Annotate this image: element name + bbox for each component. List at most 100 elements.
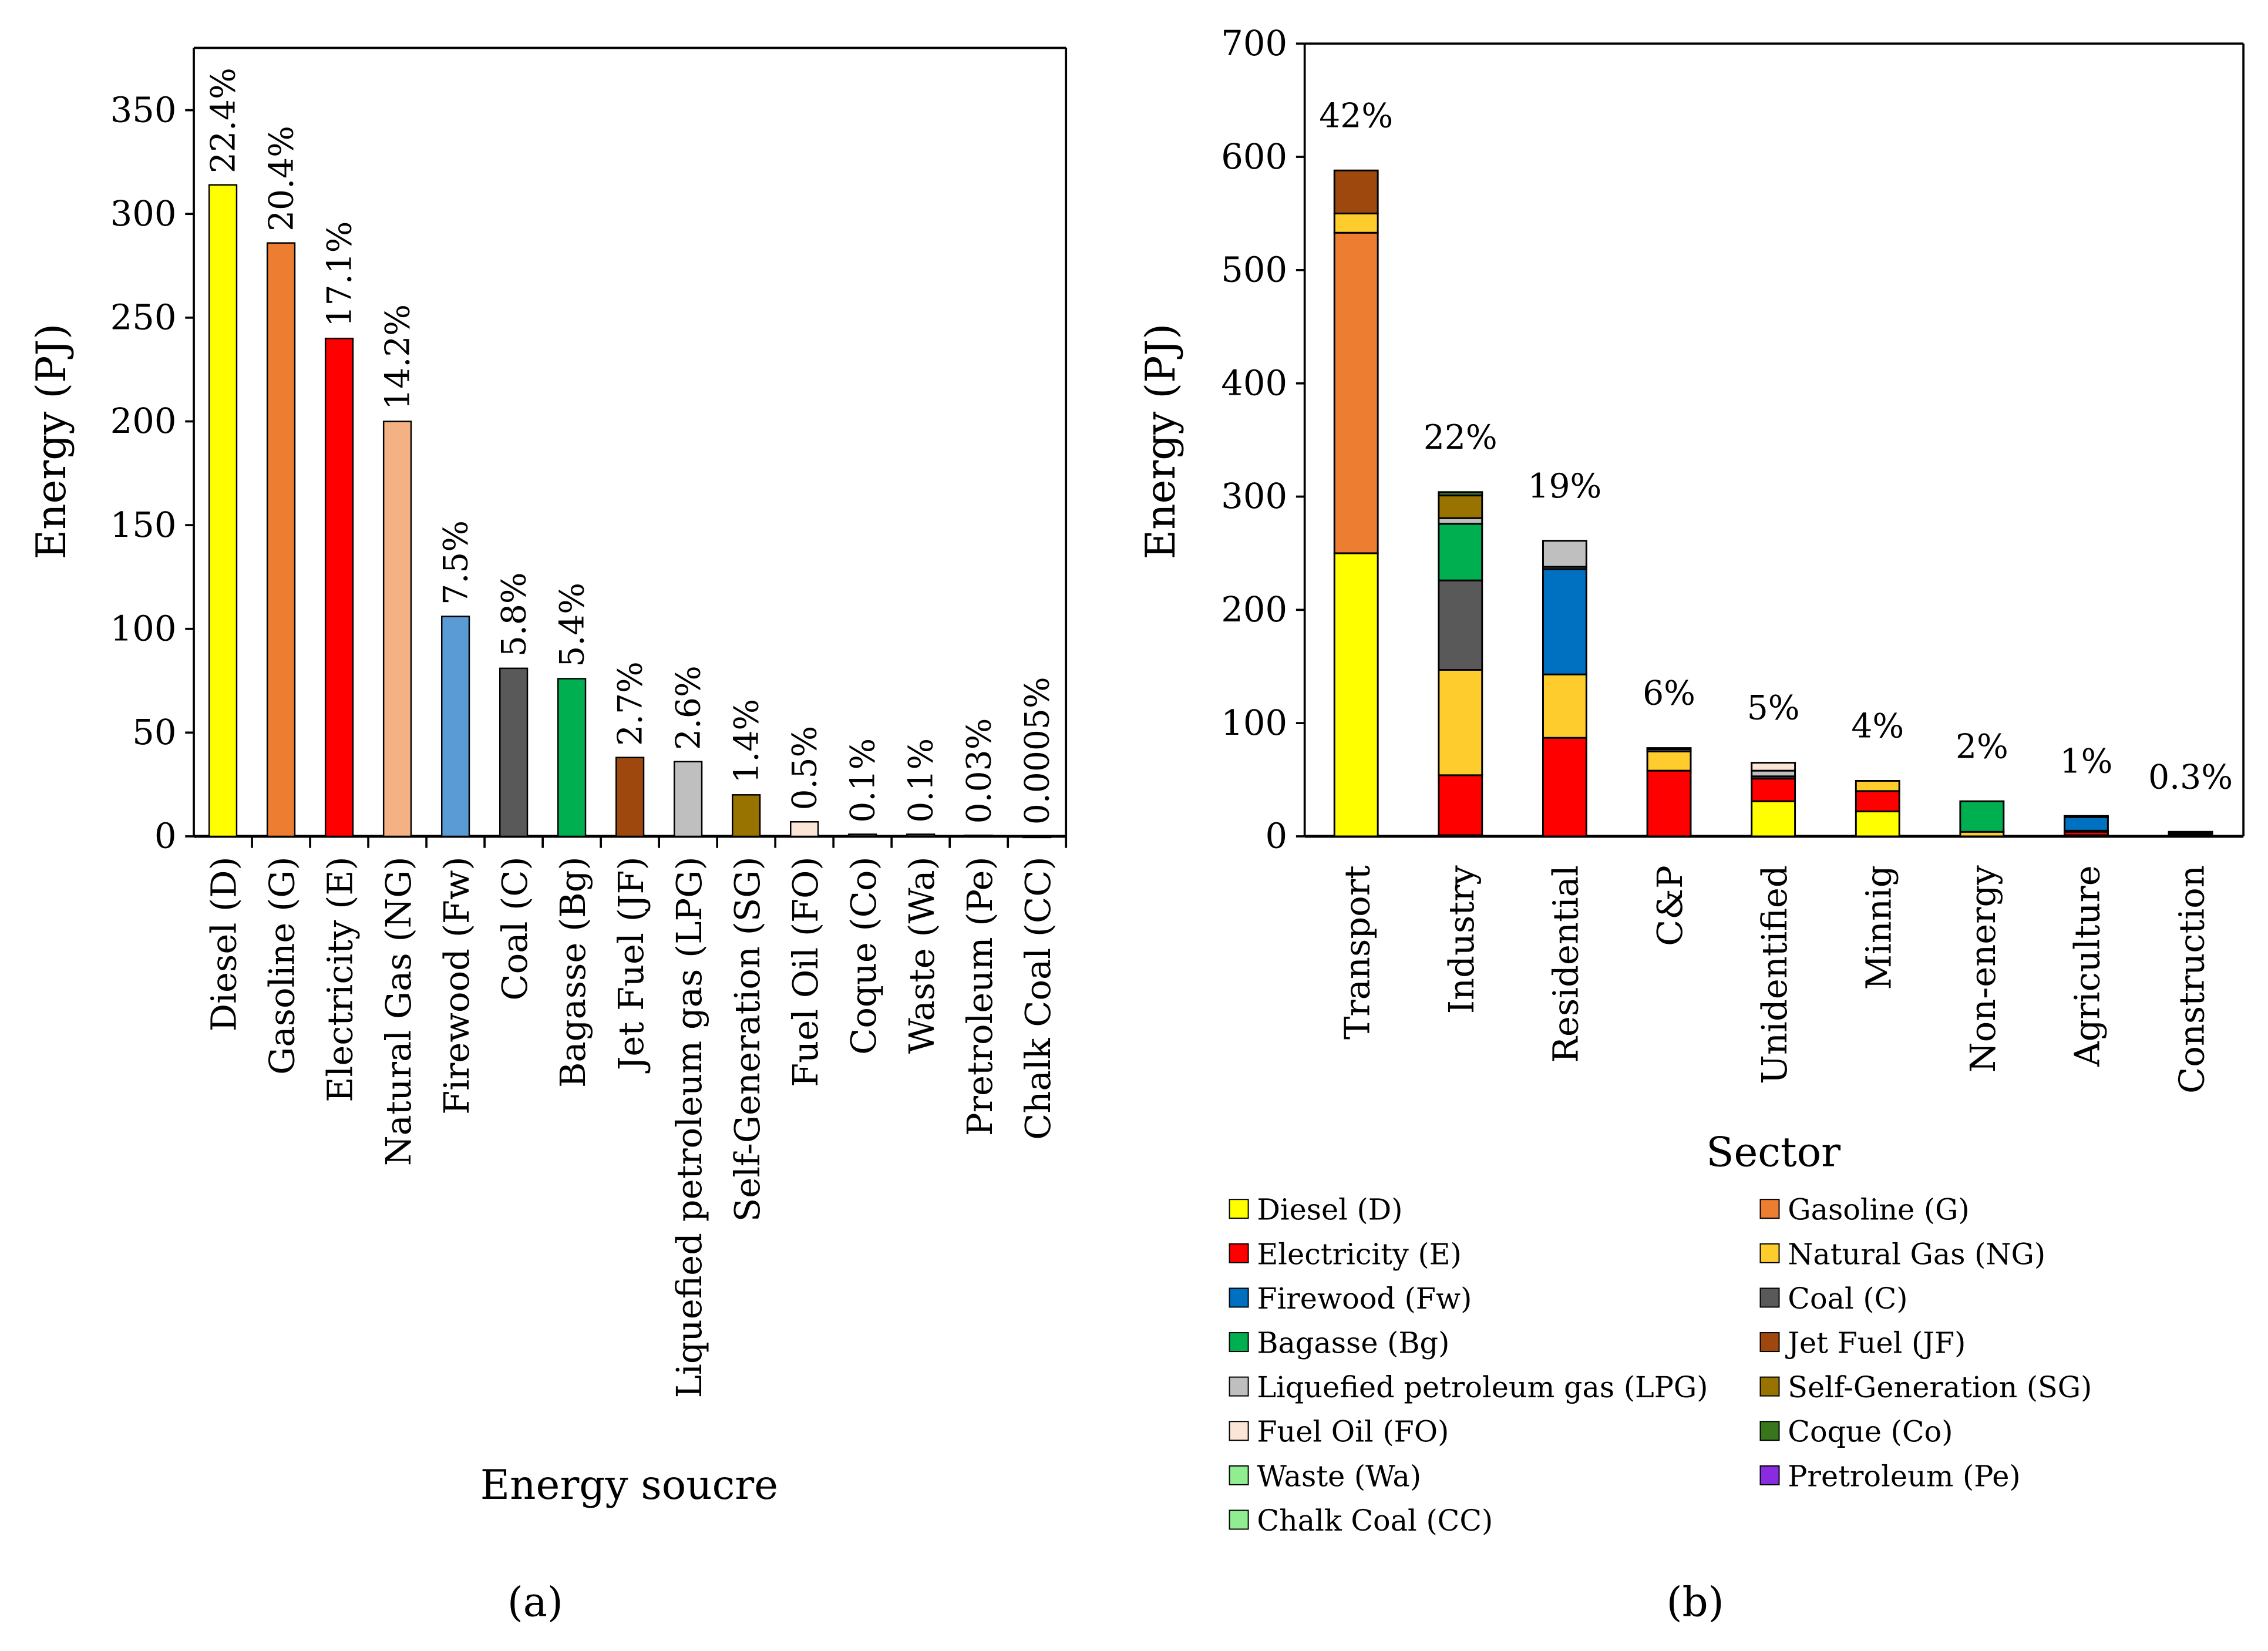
stacked-bar-segment [2064, 815, 2109, 818]
x-tick-label: Diesel (D) [204, 856, 244, 1031]
legend-swatch [1229, 1199, 1249, 1219]
legend-label: Liquefied petroleum gas (LPG) [1257, 1370, 1708, 1404]
data-label: 1.4% [727, 699, 766, 784]
x-tick-label: Minnig [1858, 865, 1899, 990]
data-label: 19% [1528, 467, 1602, 506]
bar [615, 756, 645, 838]
legend-label: Pretroleum (Pe) [1788, 1459, 2020, 1493]
bar [324, 337, 354, 838]
chart-a-xlabel: Energy soucre [480, 1462, 778, 1509]
bar [848, 833, 877, 838]
stacked-bar-segment [1751, 762, 1796, 772]
stacked-bar-segment [1438, 523, 1483, 581]
chart-a-panel-label: (a) [507, 1579, 563, 1626]
x-tick-label: Residential [1546, 865, 1586, 1062]
chart-b: Energy (PJ) Sector (b) Diesel (D) Gasolin… [1138, 23, 2245, 1626]
data-label: 17.1% [320, 221, 359, 327]
chart-a: Energy (PJ) Energy soucre (a) 0 50 100 150 2… [28, 46, 1068, 1626]
legend-label: Bagasse (Bg) [1257, 1326, 1449, 1360]
y-tick-label: 250 [110, 297, 177, 338]
legend-label: Firewood (Fw) [1257, 1282, 1472, 1316]
x-tick-label: Fuel Oil (FO) [785, 856, 826, 1087]
data-label: 14.2% [378, 304, 417, 410]
data-label: 5% [1747, 689, 1800, 728]
x-tick-label: Transport [1337, 865, 1377, 1040]
bar [906, 833, 936, 838]
x-tick-label: Non-energy [1963, 865, 2003, 1072]
chart-b-legend: Diesel (D) Gasoline (G) Electricity (E) Nat… [1229, 1193, 2092, 1538]
legend-label: Fuel Oil (FO) [1257, 1415, 1449, 1449]
data-label: 7.5% [436, 520, 475, 605]
data-label: 0.1% [843, 738, 882, 823]
stacked-bar-segment [1646, 769, 1692, 838]
legend-swatch [1229, 1243, 1249, 1263]
stacked-bar-segment [1333, 231, 1379, 554]
y-tick-label: 0 [154, 816, 177, 856]
legend-swatch [1759, 1421, 1780, 1441]
legend-label: Waste (Wa) [1257, 1459, 1421, 1493]
legend-label: Coal (C) [1788, 1282, 1907, 1316]
y-tick-label: 700 [1221, 23, 1287, 63]
bar [1022, 835, 1052, 839]
x-tick-label: Firewood (Fw) [436, 856, 477, 1114]
data-label: 2.6% [669, 665, 708, 750]
x-tick-label: Coal (C) [494, 856, 535, 1000]
stacked-bar-segment [1959, 800, 2005, 833]
data-label: 2.7% [611, 661, 650, 746]
stacked-bar-segment [2064, 816, 2109, 832]
bar [266, 242, 296, 838]
legend-label: Natural Gas (NG) [1788, 1237, 2045, 1271]
bar [557, 678, 587, 838]
x-tick-label: Gasoline (G) [262, 856, 302, 1074]
data-label: 20.4% [262, 126, 301, 231]
legend-swatch [1759, 1376, 1780, 1397]
bar [499, 667, 529, 838]
data-label: 0.03% [960, 718, 998, 824]
stacked-bar-segment [1333, 169, 1379, 214]
chart-a-ylabel: Energy (PJ) [28, 324, 75, 559]
legend-label: Electricity (E) [1257, 1237, 1462, 1271]
x-tick-label: C&P [1650, 865, 1690, 946]
x-tick-label: Waste (Wa) [901, 856, 942, 1054]
x-tick-label: Jet Fuel (JF) [611, 856, 651, 1073]
stacked-bar-segment [1438, 495, 1483, 519]
legend-label: Gasoline (G) [1788, 1193, 1969, 1227]
legend-swatch [1229, 1376, 1249, 1397]
stacked-bar-segment [1542, 673, 1587, 739]
legend-swatch [1229, 1465, 1249, 1485]
legend-swatch [1759, 1287, 1780, 1308]
legend-swatch [1229, 1287, 1249, 1308]
x-tick-label: Self-Generation (SG) [727, 856, 768, 1222]
x-tick-label: Construction [2171, 865, 2212, 1094]
legend-label: Diesel (D) [1257, 1193, 1402, 1227]
legend-label: Self-Generation (SG) [1788, 1370, 2092, 1404]
legend-label: Chalk Coal (CC) [1257, 1504, 1493, 1538]
stacked-bar-segment [1646, 747, 1692, 750]
data-label: 22.4% [204, 68, 243, 173]
bar [208, 184, 238, 838]
stacked-bar-segment [1542, 540, 1587, 568]
stacked-bar-segment [1855, 780, 1900, 792]
data-label: 0.3% [2148, 758, 2233, 796]
y-tick-label: 500 [1221, 250, 1287, 290]
stacked-bar-segment [1333, 552, 1379, 838]
y-tick-label: 300 [1221, 476, 1287, 516]
legend-label: Coque (Co) [1788, 1415, 1953, 1449]
stacked-bar-segment [2168, 830, 2213, 834]
x-tick-label: Unidentified [1754, 865, 1795, 1084]
data-label: 0.1% [901, 738, 940, 823]
chart-b-ylabel: Energy (PJ) [1138, 324, 1185, 559]
bar [964, 834, 994, 838]
legend-label: Jet Fuel (JF) [1785, 1326, 1966, 1360]
y-tick-label: 200 [1221, 589, 1287, 630]
data-label: 5.4% [553, 583, 591, 667]
y-tick-label: 600 [1221, 136, 1287, 177]
y-tick-label: 300 [110, 193, 177, 234]
stacked-bar-segment [1438, 491, 1483, 497]
bar [732, 794, 761, 838]
x-tick-label: Chalk Coal (CC) [1018, 856, 1058, 1139]
x-tick-label: Electricity (E) [320, 856, 361, 1102]
bar [674, 761, 703, 838]
stacked-bar-segment [1542, 737, 1587, 838]
y-tick-label: 150 [110, 505, 177, 545]
